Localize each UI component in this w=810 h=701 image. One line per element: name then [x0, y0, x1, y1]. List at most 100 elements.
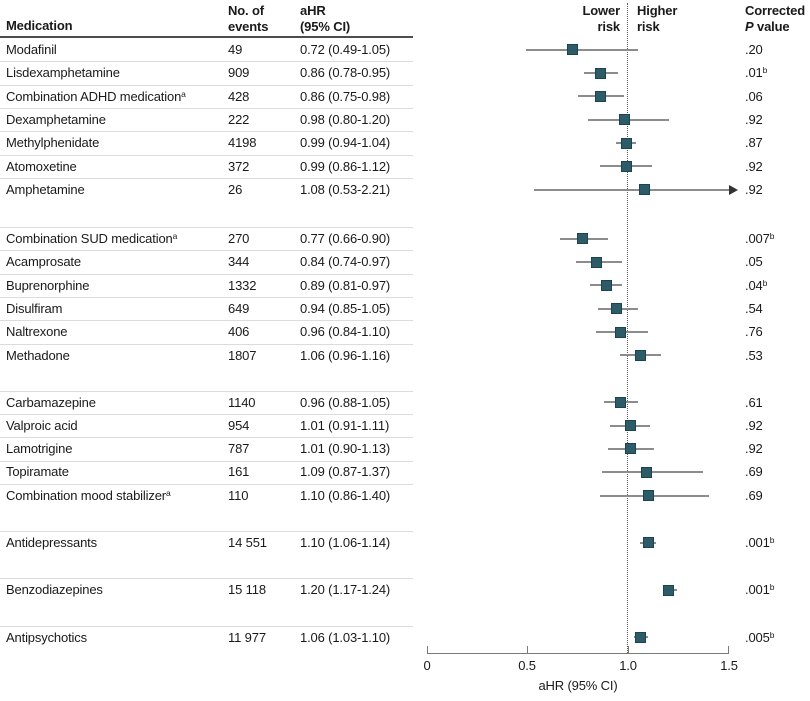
p-value: .05 [745, 254, 763, 270]
point-estimate-marker [624, 443, 636, 455]
medication-name: Lisdexamphetamine [6, 65, 120, 81]
ahr-ci-value: 1.01 (0.91-1.11) [300, 417, 390, 433]
row-separator [0, 61, 413, 63]
plot-label-higher-risk-line1: Higher [637, 3, 678, 18]
x-axis-tick-0 [427, 646, 428, 653]
x-axis-tick-label-0: 0 [423, 658, 431, 673]
medication-name: Atomoxetine [6, 158, 77, 174]
ahr-ci-value: 0.84 (0.74-0.97) [300, 254, 391, 270]
point-estimate-marker [624, 420, 636, 431]
point-estimate-marker [643, 490, 654, 501]
medication-name: Buprenorphine [6, 277, 90, 293]
point-estimate-marker [620, 137, 632, 149]
column-header-events: No. of events [228, 3, 268, 34]
x-axis-tick-label-15: 1.5 [720, 658, 738, 673]
events-value: 1807 [228, 347, 257, 363]
ahr-ci-value: 0.96 (0.88-1.05) [300, 394, 391, 410]
medication-name: Combination ADHD medicationa [6, 88, 186, 104]
p-value: .53 [745, 347, 763, 363]
p-rest: value [753, 18, 790, 34]
ahr-ci-value: 1.08 (0.53-2.21) [300, 181, 391, 197]
ci-line [602, 471, 703, 474]
medication-name: Acamprosate [6, 254, 81, 270]
plot-label-higher-risk-line2: risk [637, 18, 660, 34]
column-header-p-value: Corrected P value [745, 3, 805, 34]
events-value: 954 [228, 417, 250, 433]
p-value: .007b [745, 231, 775, 246]
medication-name: Valproic acid [6, 417, 78, 433]
x-axis-tick-label-05: 0.5 [518, 658, 536, 673]
ahr-ci-value: 0.99 (0.94-1.04) [300, 135, 391, 151]
footnote-marker-b: b [762, 277, 768, 288]
x-axis-tick-05 [527, 646, 528, 653]
medication-name: Lamotrigine [6, 441, 73, 457]
point-estimate-marker [620, 160, 632, 172]
p-value: .04b [745, 277, 768, 293]
point-estimate-marker [610, 303, 622, 315]
row-separator [0, 390, 413, 392]
medication-name: Amphetamine [6, 181, 85, 197]
point-estimate-marker [663, 584, 675, 596]
p-value: .69 [745, 464, 763, 480]
events-value: 372 [228, 158, 250, 174]
column-header-events-line1: No. of [228, 3, 264, 18]
events-value: 14 551 [228, 535, 267, 550]
ahr-ci-value: 1.10 (1.06-1.14) [300, 535, 391, 550]
p-value: .92 [745, 181, 763, 197]
row-separator [0, 178, 413, 179]
events-value: 1140 [228, 394, 256, 410]
point-estimate-marker [643, 537, 654, 549]
column-header-p-line1: Corrected [745, 3, 806, 18]
p-value: .01b [745, 65, 768, 81]
events-value: 4198 [228, 135, 257, 151]
row-separator [0, 227, 413, 228]
point-estimate-marker [641, 466, 652, 478]
medication-name: Combination SUD medicationa [6, 231, 178, 246]
medication-name: Dexamphetamine [6, 111, 106, 127]
column-header-ahr: aHR (95% CI) [300, 3, 350, 34]
row-separator [0, 84, 413, 86]
p-value: .06 [745, 88, 763, 104]
p-value: .92 [745, 441, 763, 457]
ahr-ci-value: 0.72 (0.49-1.05) [300, 42, 391, 57]
p-value: .69 [745, 487, 763, 503]
p-value: .61 [745, 394, 763, 410]
row-separator [0, 531, 413, 532]
events-value: 344 [228, 254, 250, 270]
point-estimate-marker [614, 326, 626, 338]
events-value: 787 [228, 441, 250, 457]
ahr-ci-value: 1.06 (1.03-1.10) [300, 629, 391, 645]
footnote-marker-b: b [769, 535, 775, 545]
footnote-marker-a: a [172, 231, 178, 241]
ahr-ci-value: 0.96 (0.84-1.10) [300, 324, 391, 340]
point-estimate-marker [600, 279, 612, 291]
medication-name: Disulfiram [6, 300, 63, 316]
events-value: 270 [228, 231, 250, 246]
footnote-marker-b: b [769, 582, 775, 593]
plot-label-higher-risk: Higher risk [637, 3, 677, 34]
p-value: .001b [745, 582, 775, 598]
row-separator [0, 625, 413, 627]
p-italic: P [745, 18, 754, 34]
medication-name: Topiramate [6, 464, 69, 480]
plot-label-lower-risk-line1: Lower [582, 3, 620, 18]
medication-name: Methadone [6, 347, 70, 363]
events-value: 1332 [228, 277, 257, 293]
p-value: .005b [745, 629, 775, 645]
medication-name: Methylphenidate [6, 135, 100, 151]
events-value: 428 [228, 88, 250, 104]
column-header-events-line2: events [228, 18, 269, 34]
ci-line [600, 494, 709, 497]
medication-name: Carbamazepine [6, 394, 96, 410]
row-separator [0, 578, 413, 580]
row-separator [0, 297, 413, 298]
p-value: .92 [745, 158, 763, 174]
medication-name: Antidepressants [6, 535, 97, 550]
row-separator [0, 131, 413, 133]
point-estimate-marker [576, 233, 588, 245]
header-rule [0, 35, 413, 38]
ahr-ci-value: 0.86 (0.78-0.95) [300, 65, 391, 81]
point-estimate-marker [618, 114, 630, 126]
footnote-marker-a: a [181, 88, 186, 99]
